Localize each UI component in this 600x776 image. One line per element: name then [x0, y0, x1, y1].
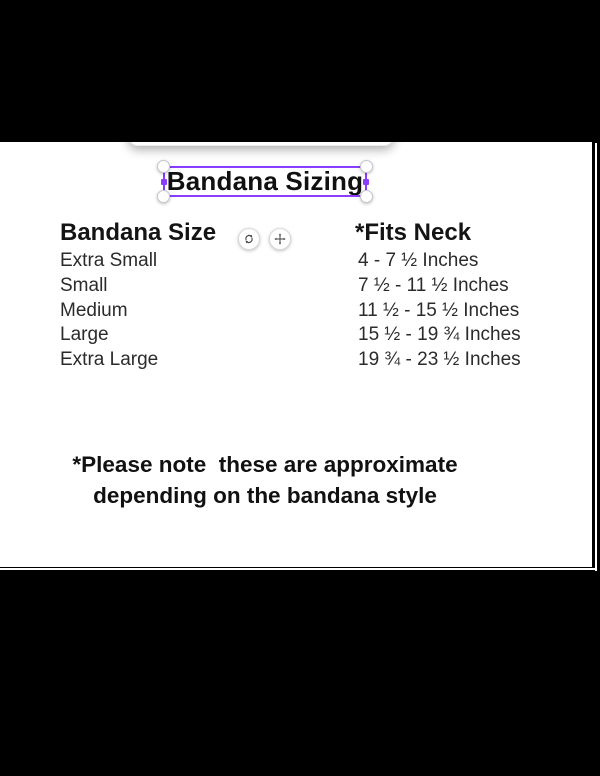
size-cell: Extra Large — [60, 349, 159, 371]
top-black-crop — [0, 0, 600, 142]
fits-cell: 4 - 7 ½ Inches — [358, 250, 479, 271]
width-handle-right[interactable] — [363, 178, 369, 185]
table-row: Extra Large 19 ¾ - 23 ½ Inches — [60, 348, 540, 373]
fits-cell: 11 ½ - 15 ½ Inches — [358, 299, 520, 321]
design-title-text[interactable]: Bandana Sizing — [166, 166, 364, 196]
size-cell: Small — [60, 274, 108, 296]
right-edge-hairline — [595, 143, 597, 571]
fits-cell: 15 ½ - 19 ¾ Inches — [358, 324, 521, 346]
approximate-note-text[interactable]: *Please note these are approximate depen… — [15, 449, 515, 511]
note-line-2: depending on the bandana style — [93, 483, 437, 508]
size-chart[interactable]: Extra Small 4 - 7 ½ Inches Small 7 ½ - 1… — [60, 249, 540, 373]
move-button[interactable] — [269, 228, 291, 250]
note-line-1: *Please note these are approximate — [72, 452, 458, 477]
table-row: Small 7 ½ - 11 ½ Inches — [60, 274, 540, 299]
resize-handle-top-right[interactable] — [360, 160, 373, 173]
width-handle-left[interactable] — [161, 178, 167, 185]
size-cell: Extra Small — [60, 250, 158, 271]
selection-bounding-box — [157, 160, 373, 203]
table-row: Large 15 ½ - 19 ¾ Inches — [60, 323, 540, 348]
rotate-icon — [243, 233, 255, 245]
resize-handle-bottom-left[interactable] — [157, 190, 170, 203]
table-row: Extra Small 4 - 7 ½ Inches — [60, 249, 540, 274]
size-cell: Large — [60, 324, 109, 346]
rotate-button[interactable] — [238, 228, 260, 250]
column-header-bandana-size[interactable]: Bandana Size — [60, 219, 217, 246]
move-icon — [274, 233, 286, 245]
resize-handle-top-left[interactable] — [157, 160, 170, 173]
bottom-edge-hairline — [0, 568, 597, 570]
resize-handle-bottom-right[interactable] — [360, 190, 373, 203]
fits-cell: 7 ½ - 11 ½ Inches — [358, 274, 509, 296]
table-row: Medium 11 ½ - 15 ½ Inches — [60, 299, 540, 324]
size-cell: Medium — [60, 299, 128, 321]
column-header-fits-neck[interactable]: *Fits Neck — [355, 219, 472, 246]
design-canvas-page[interactable] — [0, 142, 592, 567]
fits-cell: 19 ¾ - 23 ½ Inches — [358, 349, 521, 371]
